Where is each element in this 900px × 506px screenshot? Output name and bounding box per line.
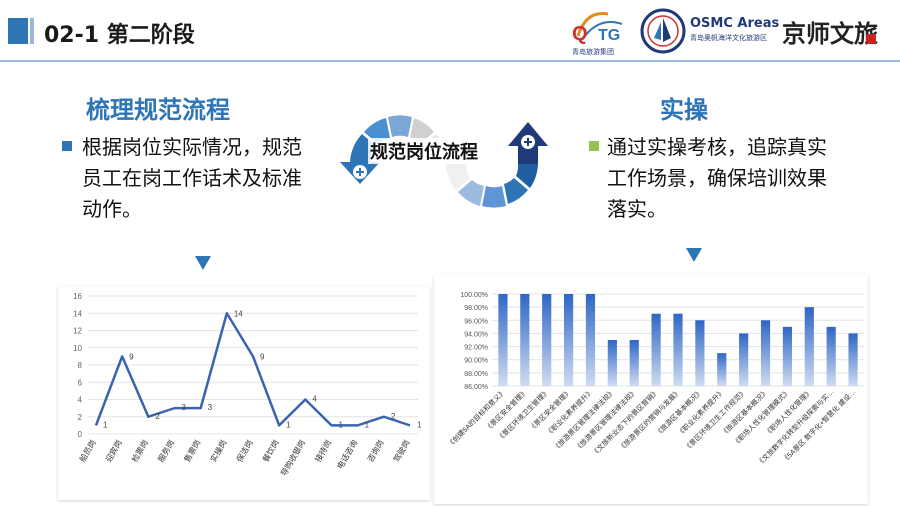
bar	[848, 333, 858, 386]
data-label: 14	[234, 309, 243, 318]
right-description: 通过实操考核，追踪真实工作场景，确保培训效果落实。	[607, 135, 827, 221]
data-label: 1	[103, 420, 108, 429]
bar	[804, 307, 814, 386]
bar	[760, 320, 771, 386]
chart-background	[58, 286, 430, 500]
bar	[520, 294, 530, 386]
bar	[563, 294, 574, 386]
down-arrow-icon	[195, 256, 211, 270]
y-tick-label: 90.00%	[464, 358, 488, 365]
data-label: 1	[417, 420, 422, 429]
qtg-logo-text: 青岛旅游集团	[572, 47, 614, 56]
y-tick-label: 2	[78, 413, 83, 422]
line-chart: 02468101214161923 3149141 121船员岗 迎宾岗 检票岗 服务岗售…	[58, 286, 430, 500]
bar	[673, 313, 683, 386]
bar	[782, 326, 793, 386]
data-label: 1	[286, 420, 291, 429]
y-tick-label: 4	[78, 396, 83, 405]
data-label: 1	[339, 420, 344, 429]
y-tick-label: 86.00%	[464, 384, 488, 391]
flow-label: 规范岗位流程	[368, 138, 480, 164]
bar-chart: 86.00% 88.00% 90.00% 92.00% 94.00% 96.00% 98.0…	[434, 274, 868, 504]
y-tick-label: 98.00%	[464, 305, 488, 312]
y-tick-label: 92.00%	[464, 345, 488, 352]
data-label: 9	[129, 352, 134, 361]
y-tick-label: 96.00%	[464, 318, 488, 325]
bar	[695, 320, 705, 386]
data-label: 2	[155, 412, 160, 421]
bar	[629, 340, 639, 386]
square-bullet-icon	[62, 141, 72, 151]
data-label: 2	[391, 412, 396, 421]
y-tick-label: 88.00%	[464, 371, 488, 378]
title-accent-icon	[8, 18, 34, 44]
bar	[585, 294, 596, 386]
y-tick-label: 6	[78, 378, 83, 387]
data-label: 3	[208, 403, 213, 412]
header-bar	[0, 0, 900, 62]
bar	[826, 326, 836, 386]
left-description: 根据岗位实际情况，规范员工在岗工作话术及标准动作。	[82, 135, 302, 221]
jingshi-logo: 京师文旅	[782, 19, 878, 48]
y-tick-label: 0	[78, 430, 83, 439]
osmc-title: OSMC Areas	[690, 16, 780, 31]
qtg-logo: TG Q 青岛旅游集团	[572, 11, 623, 56]
left-heading: 梳理规范流程	[86, 96, 230, 124]
header-divider	[0, 60, 900, 62]
data-label: 3	[182, 403, 187, 412]
y-tick-label: 14	[73, 309, 82, 318]
data-label: 9	[260, 352, 265, 361]
y-tick-label: 8	[78, 361, 83, 370]
bar	[739, 333, 749, 386]
y-tick-label: 94.00%	[464, 331, 488, 338]
svg-text:TG: TG	[598, 27, 620, 44]
bar	[607, 340, 617, 386]
series-line	[94, 312, 411, 427]
square-bullet-icon	[589, 141, 599, 151]
data-label: 1	[365, 420, 370, 429]
y-tick-label: 16	[73, 292, 82, 301]
y-tick-label: 100.00%	[460, 292, 488, 299]
seal-icon	[866, 34, 876, 44]
page-title: 02-1 第二阶段	[44, 23, 195, 48]
osmc-subtitle: 青岛奥帆海洋文化旅游区	[690, 34, 767, 42]
down-arrow-icon	[686, 248, 702, 262]
svg-text:Q: Q	[572, 23, 588, 45]
data-label: 4	[312, 395, 317, 404]
y-tick-label: 12	[73, 327, 82, 336]
bar	[542, 294, 552, 386]
bar	[651, 313, 661, 386]
right-heading: 实操	[660, 96, 708, 124]
bar	[498, 294, 508, 386]
y-tick-label: 10	[73, 344, 82, 353]
bar	[717, 353, 727, 386]
osmc-logo-icon	[640, 8, 686, 54]
